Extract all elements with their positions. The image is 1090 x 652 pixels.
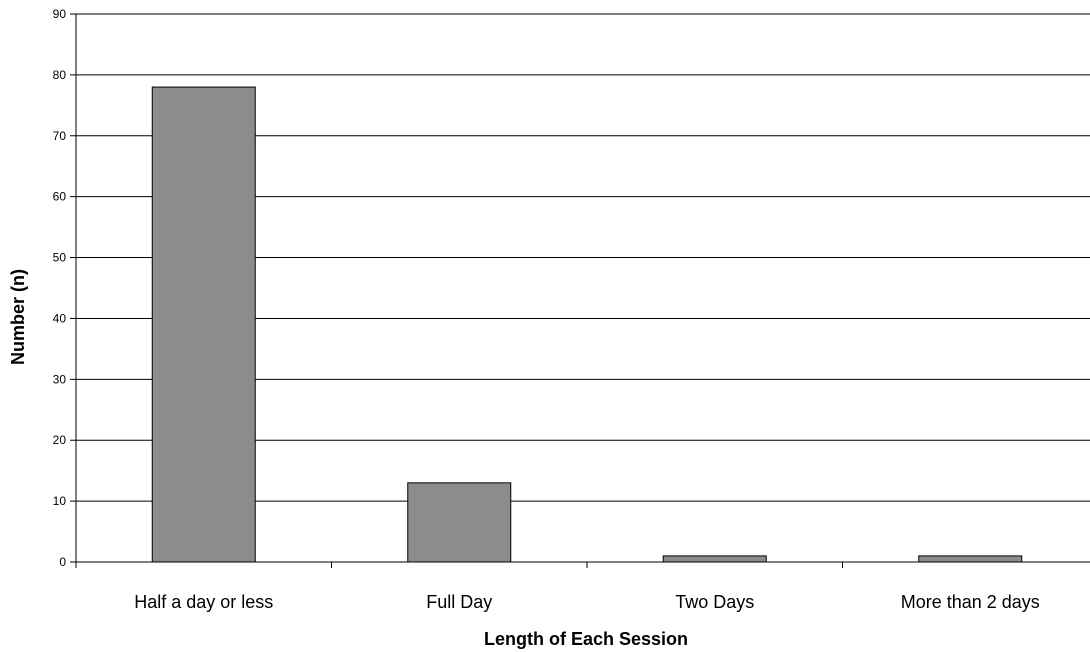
y-tick-label: 40	[53, 311, 67, 325]
y-tick-label: 60	[53, 190, 67, 204]
x-tick-label: Two Days	[675, 592, 754, 612]
bar	[151, 86, 256, 563]
bar	[918, 555, 1023, 563]
axes	[70, 13, 1090, 568]
y-tick-label: 70	[53, 129, 67, 143]
x-tick-label: Half a day or less	[134, 592, 273, 612]
y-tick-label: 0	[59, 555, 66, 569]
y-tick-label: 10	[53, 494, 67, 508]
bar	[662, 555, 767, 563]
x-tick-label: More than 2 days	[901, 592, 1040, 612]
x-tick-labels: Half a day or less Full Day Two Days More t…	[134, 592, 1040, 612]
y-tick-label: 20	[53, 433, 67, 447]
y-tick-label: 80	[53, 68, 67, 82]
y-axis-title: Number (n)	[8, 269, 28, 365]
x-axis-title: Length of Each Session	[484, 629, 688, 649]
y-tick-label: 50	[53, 251, 67, 265]
bars	[151, 86, 1023, 563]
bar	[407, 482, 512, 563]
y-tick-label: 30	[53, 372, 67, 386]
y-tick-label: 90	[53, 7, 67, 21]
y-tick-labels: 0 10 20 30 40 50 60 70 80 90	[53, 7, 67, 569]
x-tick-label: Full Day	[426, 592, 492, 612]
